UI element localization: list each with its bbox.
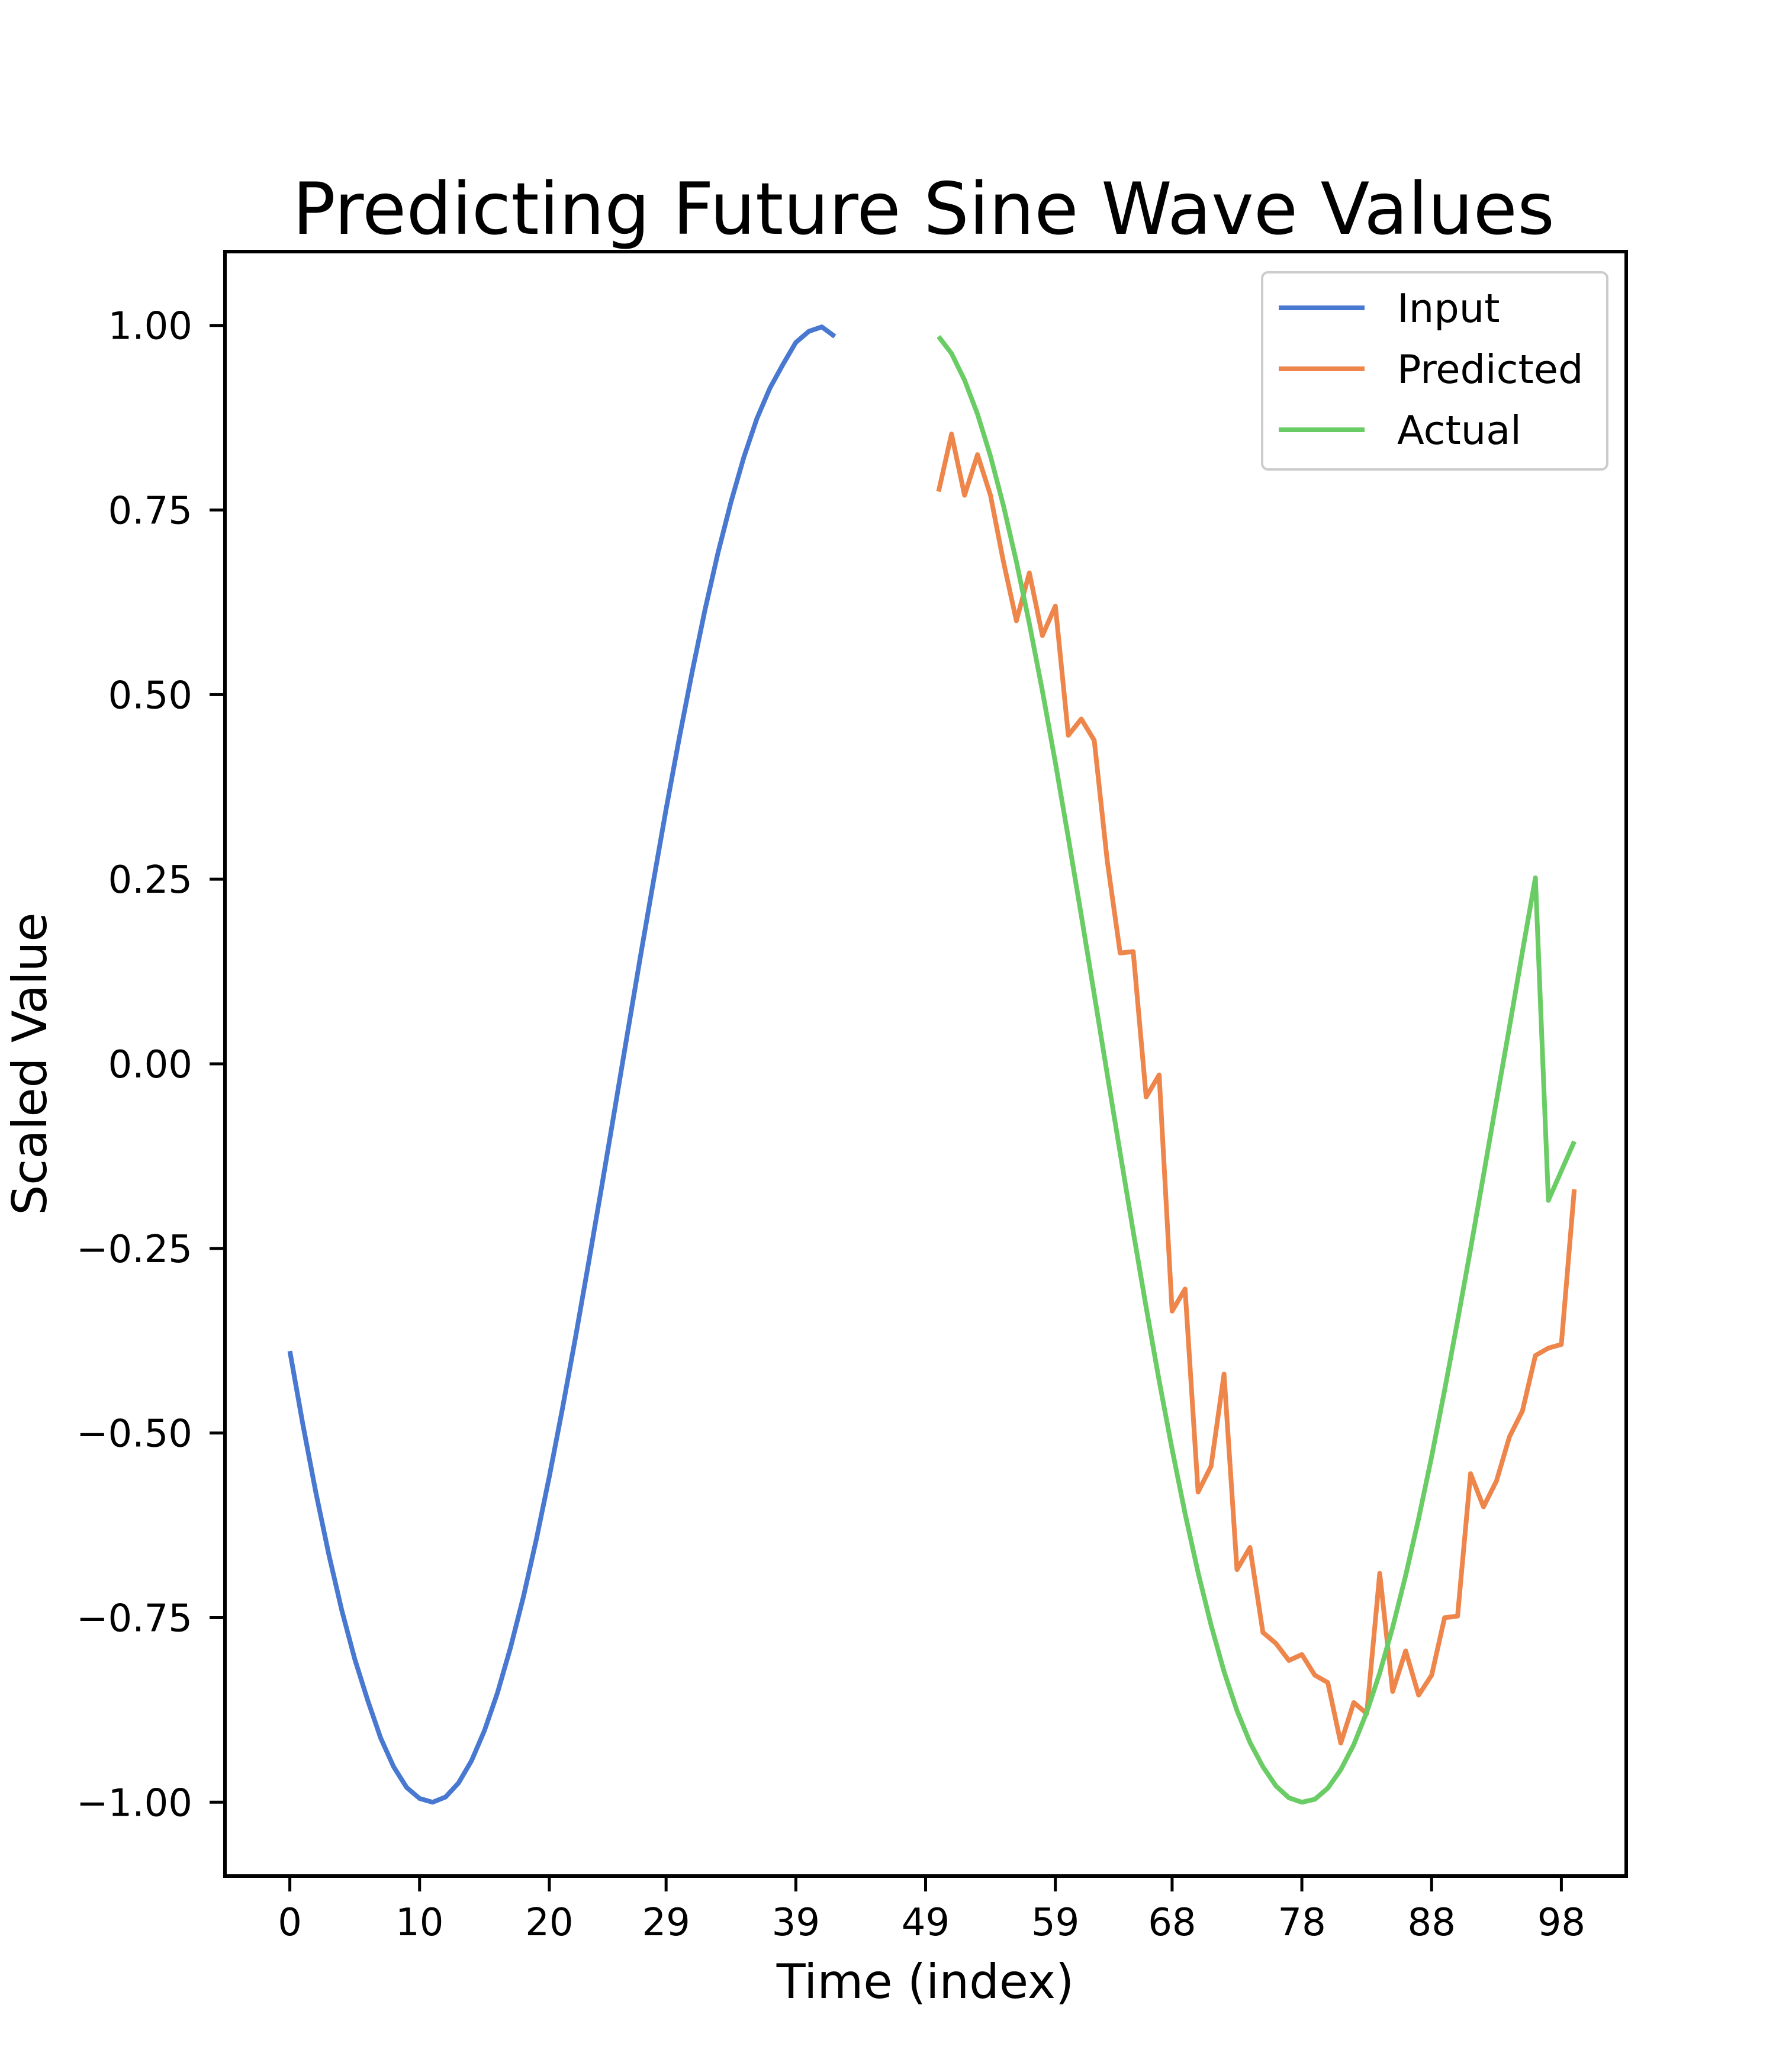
x-tick-label: 39 <box>772 1901 820 1945</box>
y-tick-label: −0.25 <box>76 1228 192 1272</box>
legend-label-input: Input <box>1397 285 1500 332</box>
x-tick-label: 29 <box>642 1901 690 1945</box>
plot-frame <box>223 250 1628 1878</box>
chart-title: Predicting Future Sine Wave Values <box>292 168 1555 251</box>
x-tick-label: 20 <box>525 1901 573 1945</box>
y-tick-label: −0.50 <box>76 1413 192 1456</box>
x-axis-title: Time (index) <box>776 1954 1074 2009</box>
x-tick-label: 49 <box>902 1901 950 1945</box>
x-tick-label: 0 <box>278 1901 302 1945</box>
x-tick-label: 98 <box>1537 1901 1585 1945</box>
legend-frame <box>1261 271 1608 471</box>
y-tick-label: 0.25 <box>108 858 193 902</box>
x-tick-label: 59 <box>1031 1901 1079 1945</box>
series-line-input <box>287 324 836 1805</box>
legend: Input Predicted Actual <box>1261 271 1608 471</box>
y-tick-label: 1.00 <box>108 305 193 349</box>
legend-label-actual: Actual <box>1397 407 1521 453</box>
legend-label-predicted: Predicted <box>1397 346 1584 392</box>
series-line-predicted <box>936 432 1577 1746</box>
y-tick-label: 0.50 <box>108 674 193 718</box>
series-line-actual <box>937 334 1576 1805</box>
x-tick-label: 10 <box>395 1901 443 1945</box>
y-tick-label: 0.00 <box>108 1043 193 1087</box>
x-tick-label: 68 <box>1148 1901 1196 1945</box>
x-tick-label: 88 <box>1408 1901 1456 1945</box>
x-tick-label: 78 <box>1278 1901 1325 1945</box>
y-tick-label: 0.75 <box>108 490 193 533</box>
x-axis: 0 10 20 29 39 49 59 68 78 88 98 <box>278 1876 1585 1945</box>
plot-area <box>287 324 1577 1805</box>
y-axis: −1.00 −0.75 −0.50 −0.25 0.00 0.25 0.50 0.75 1.00 <box>76 305 225 1825</box>
y-axis-title: Scaled Value <box>2 912 57 1215</box>
y-tick-label: −1.00 <box>76 1781 192 1825</box>
y-tick-label: −0.75 <box>76 1597 192 1640</box>
